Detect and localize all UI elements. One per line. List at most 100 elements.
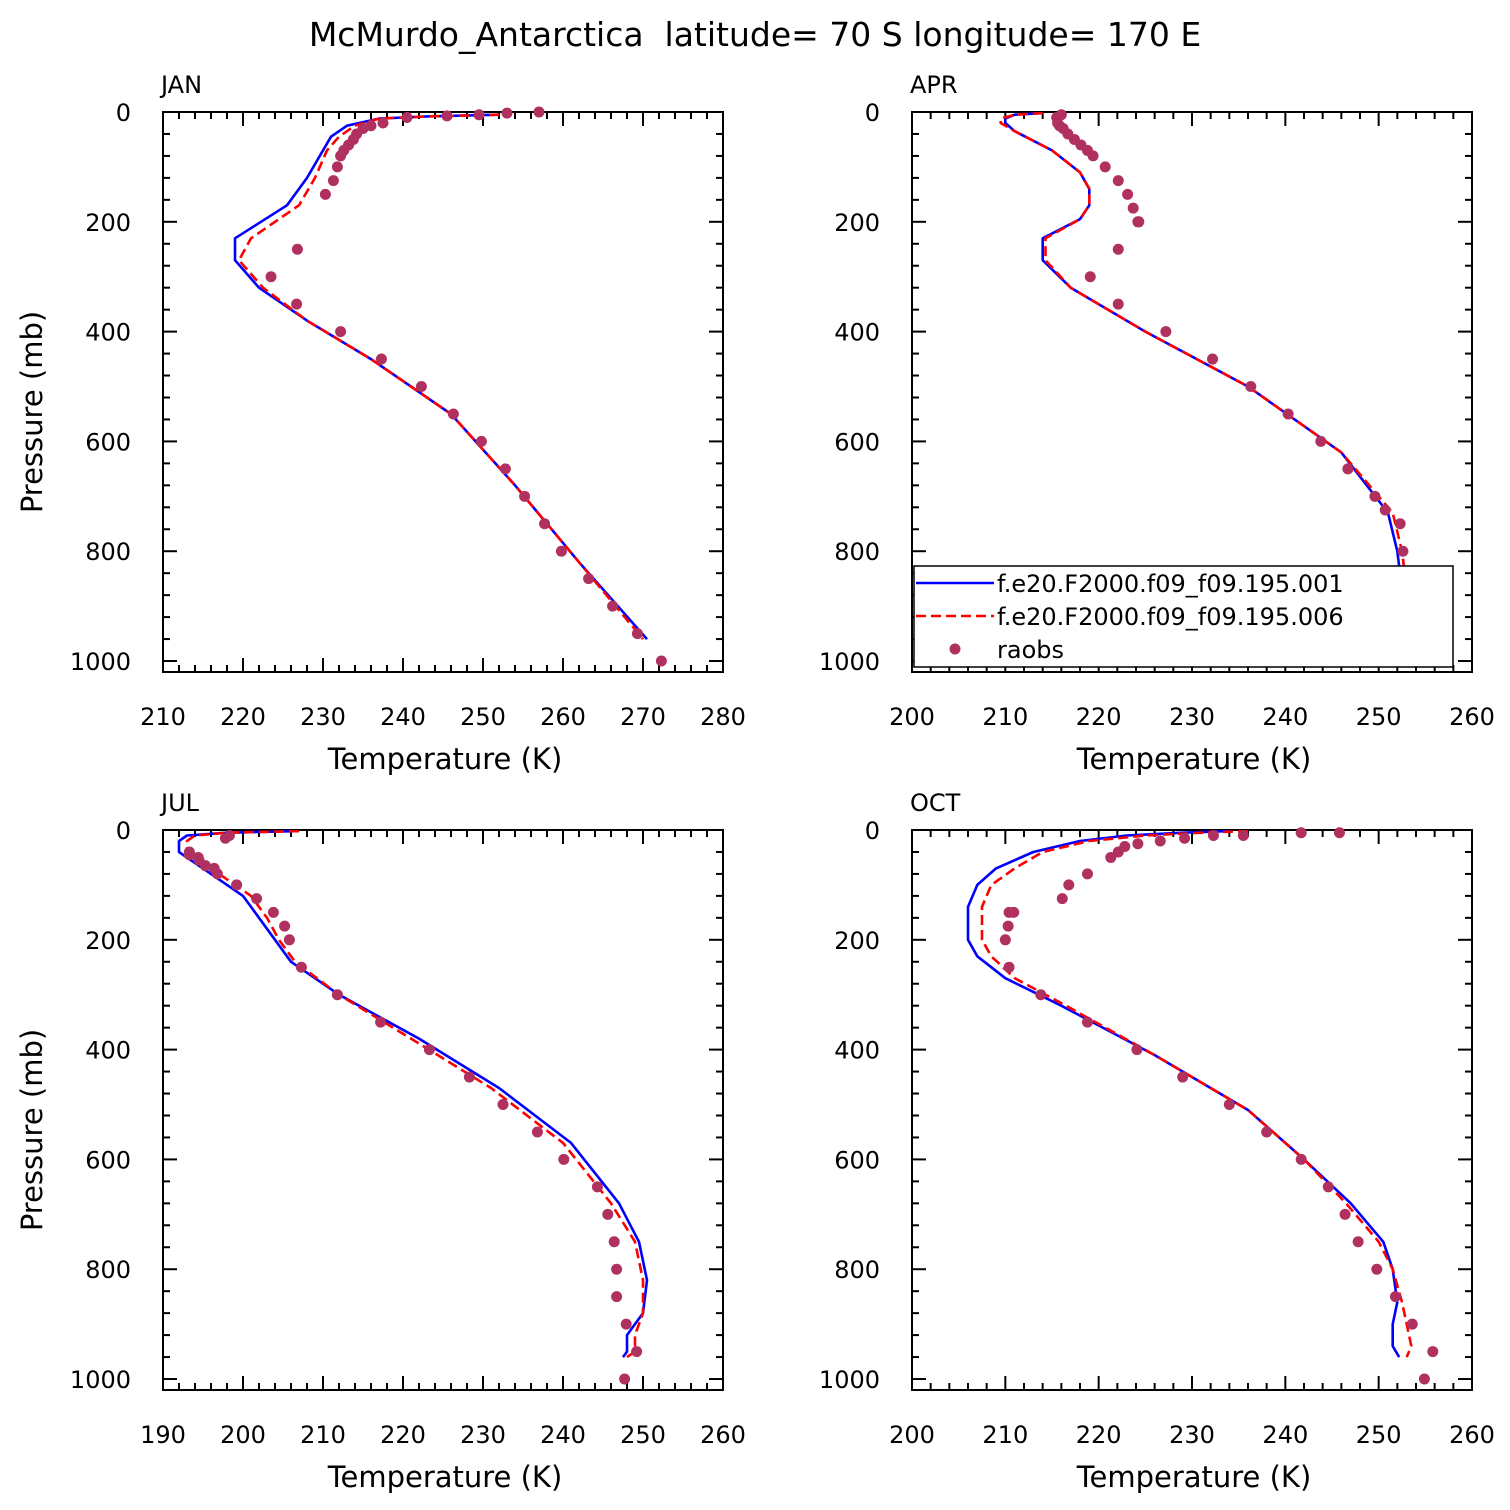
x-tick-label: 240 [1262, 1421, 1308, 1449]
plot-area [177, 830, 649, 1359]
panel-jul: JUL 190 200 210 220 230 240 250 260 0 200 400 600 800… [15, 789, 746, 1494]
raobs-point [1127, 202, 1139, 214]
x-axis-label: Temperature (K) [1076, 742, 1312, 776]
raobs-point [1352, 1236, 1364, 1248]
raobs-point [1339, 1208, 1351, 1220]
x-tick-label: 200 [220, 1421, 266, 1449]
raobs-point [1003, 961, 1015, 973]
legend-label: f.e20.F2000.f09_f09.195.001 [997, 570, 1344, 598]
panel-jan: JAN 210 220 230 240 250 260 270 280 0 200 400 600 800… [15, 71, 746, 776]
raobs-point [377, 117, 389, 129]
x-tick-label: 220 [1076, 1421, 1122, 1449]
raobs-point [1133, 216, 1145, 228]
panel-title: APR [910, 71, 958, 99]
raobs-point [265, 271, 277, 283]
x-axis-label: Temperature (K) [327, 742, 563, 776]
raobs-point [1406, 1318, 1418, 1330]
raobs-point [375, 353, 387, 365]
raobs-point [620, 1318, 632, 1330]
raobs-point [1342, 463, 1354, 475]
legend-box [913, 565, 1454, 668]
y-tick-label: 600 [85, 1146, 131, 1174]
raobs-point [473, 109, 485, 121]
raobs-point [1397, 545, 1409, 557]
legend-entry-f-e20-f2000-f09-f09-195-001: f.e20.F2000.f09_f09.195.001 [916, 570, 1344, 598]
y-tick-label: 0 [865, 817, 880, 845]
raobs-point [231, 879, 243, 891]
raobs-point [375, 1016, 387, 1028]
raobs-point [291, 243, 303, 255]
raobs-point [999, 934, 1011, 946]
y-tick-label: 800 [85, 1256, 131, 1284]
x-tick-label: 270 [620, 703, 666, 731]
x-tick-label: 200 [889, 1421, 935, 1449]
raobs-point [1427, 1346, 1439, 1358]
y-tick-label: 800 [834, 538, 880, 566]
raobs-point [447, 408, 459, 420]
raobs-point [611, 1291, 623, 1303]
x-tick-label: 210 [140, 703, 186, 731]
raobs-point [499, 463, 511, 475]
x-axis-label: Temperature (K) [1076, 1460, 1312, 1494]
raobs-point [199, 860, 211, 872]
x-tick-label: 250 [1356, 1421, 1402, 1449]
series-f-e20-f2000-f09-f09-195-006-line [980, 830, 1413, 1358]
raobs-point [1081, 868, 1093, 880]
y-tick-label: 200 [85, 209, 131, 237]
raobs-point [401, 111, 413, 123]
panels: JAN 210 220 230 240 250 260 270 280 0 200 400 600 800… [15, 71, 1495, 1494]
raobs-point [611, 1263, 623, 1275]
raobs-point [501, 107, 513, 119]
x-tick-label: 240 [540, 1421, 586, 1449]
y-tick-label: 800 [85, 538, 131, 566]
raobs-point [415, 381, 427, 393]
raobs-point [1084, 271, 1096, 283]
legend-marker [949, 643, 961, 655]
raobs-point [335, 150, 347, 162]
x-tick-label: 250 [1356, 703, 1402, 731]
raobs-point [331, 989, 343, 1001]
y-tick-label: 0 [116, 817, 131, 845]
plot-frame [162, 111, 724, 673]
x-tick-label: 230 [1169, 703, 1215, 731]
raobs-point [607, 600, 619, 612]
plot-area [999, 112, 1436, 641]
series-raobs [999, 827, 1439, 1385]
raobs-point [251, 893, 263, 905]
x-tick-label: 250 [460, 703, 506, 731]
plot-area [233, 113, 648, 640]
x-tick-label: 230 [460, 1421, 506, 1449]
y-tick-label: 0 [116, 99, 131, 127]
y-tick-label: 600 [834, 428, 880, 456]
raobs-point [1223, 1099, 1235, 1111]
plot-area [966, 830, 1413, 1358]
legend-label: f.e20.F2000.f09_f09.195.006 [997, 603, 1344, 631]
raobs-point [583, 573, 595, 585]
legend-entry-raobs: raobs [949, 636, 1064, 664]
raobs-point [267, 906, 279, 918]
raobs-point [1132, 838, 1144, 850]
panel-oct: OCT 200 210 220 230 240 250 260 0 200 400 600 800 100… [819, 789, 1495, 1494]
y-tick-label: 200 [834, 209, 880, 237]
raobs-point [531, 1126, 543, 1138]
x-tick-label: 190 [140, 1421, 186, 1449]
y-tick-label: 800 [834, 1256, 880, 1284]
x-tick-label: 230 [1169, 1421, 1215, 1449]
raobs-point [335, 326, 347, 338]
raobs-point [1081, 1016, 1093, 1028]
x-tick-label: 240 [1262, 703, 1308, 731]
x-tick-label: 260 [540, 703, 586, 731]
y-tick-label: 600 [834, 1146, 880, 1174]
x-tick-label: 220 [220, 703, 266, 731]
series-f-e20-f2000-f09-f09-195-006-line [999, 112, 1436, 641]
x-tick-label: 260 [700, 1421, 746, 1449]
raobs-point [1003, 906, 1015, 918]
raobs-point [423, 1044, 435, 1056]
series-f-e20-f2000-f09-f09-195-001-line [233, 113, 648, 640]
y-tick-label: 400 [85, 1037, 131, 1065]
raobs-point [279, 920, 291, 932]
x-tick-label: 230 [300, 703, 346, 731]
raobs-point [1154, 835, 1166, 847]
y-tick-label: 200 [834, 927, 880, 955]
